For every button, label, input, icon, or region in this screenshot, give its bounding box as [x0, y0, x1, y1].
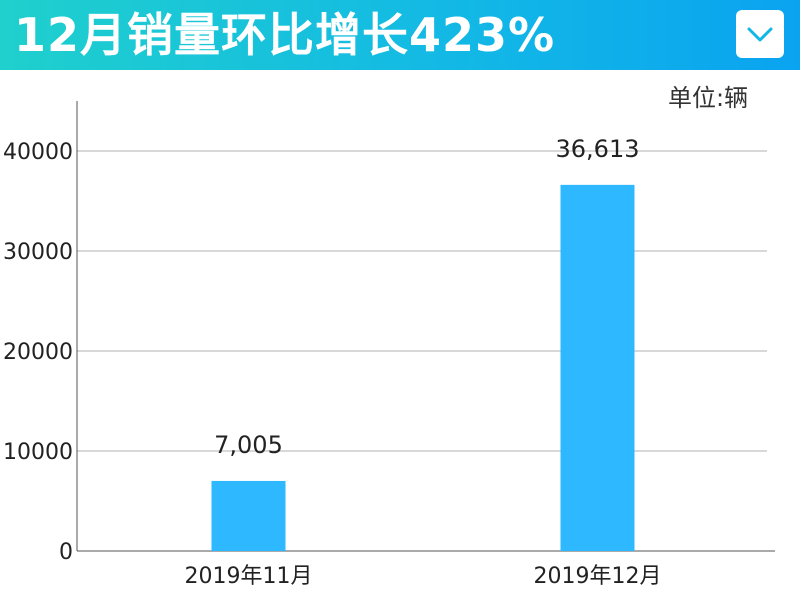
y-tick-label: 20000 [3, 340, 73, 365]
header-bar: 12月销量环比增长423% [0, 0, 800, 70]
bar [211, 480, 286, 551]
unit-label: 单位:辆 [668, 84, 749, 112]
y-tick-label: 30000 [3, 240, 73, 265]
y-tick-label: 0 [59, 540, 73, 565]
dropdown-button[interactable] [736, 10, 784, 58]
y-tick-label: 40000 [3, 140, 73, 165]
page-title: 12月销量环比增长423% [14, 8, 556, 62]
x-tick-label: 2019年11月 [185, 564, 313, 589]
x-tick-label: 2019年12月 [534, 564, 662, 589]
data-label: 36,613 [556, 135, 640, 163]
data-label: 7,005 [214, 431, 283, 459]
y-tick-label: 10000 [3, 440, 73, 465]
bar [560, 184, 635, 551]
chevron-down-icon [747, 27, 773, 42]
